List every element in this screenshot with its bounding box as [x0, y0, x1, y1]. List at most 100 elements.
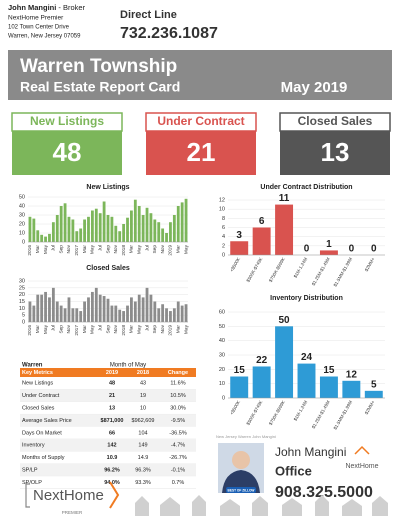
x-tick-label: Jul [144, 325, 150, 331]
bar [153, 301, 157, 322]
x-tick-label: 2017 [74, 325, 80, 336]
y-tick-label: 0 [222, 395, 225, 401]
data-label: 0 [304, 244, 310, 255]
bar [126, 217, 129, 242]
stat-value: 21 [187, 137, 216, 167]
x-tick-label: 2019 [168, 245, 174, 256]
x-tick-label: May [136, 244, 142, 254]
bar [114, 225, 118, 242]
bar [79, 228, 83, 242]
bar [133, 199, 137, 242]
bar [90, 210, 94, 242]
table-period: Month of May [110, 363, 146, 369]
y-tick-label: 10 [19, 230, 25, 236]
data-label: 11 [279, 193, 290, 204]
bar [28, 216, 32, 242]
bar [94, 287, 98, 322]
x-tick-label: Sep [58, 245, 64, 254]
house [252, 496, 268, 516]
chart-title: Closed Sales [86, 265, 130, 272]
table-cell: 30.0% [170, 405, 186, 411]
address: Warren, New Jersey 07059 [8, 34, 81, 40]
stat-value: 13 [321, 137, 350, 167]
data-label: 22 [256, 355, 268, 366]
bar [110, 305, 114, 322]
bar [51, 287, 55, 322]
x-tick-label: $500K-$749K [245, 257, 263, 283]
bar [71, 219, 75, 242]
y-tick-label: 10 [19, 306, 25, 312]
bar [133, 301, 137, 322]
brokerage: NextHome Premier [8, 15, 64, 22]
bar [114, 305, 118, 322]
x-tick-label: Jul [97, 245, 103, 251]
x-tick-label: Sep [152, 245, 158, 254]
bar [252, 227, 271, 255]
bar [169, 222, 172, 242]
x-tick-label: Mar [35, 325, 41, 334]
bar [169, 311, 172, 322]
bar [319, 376, 338, 398]
x-tick-label: Mar [176, 325, 182, 334]
x-tick-label: $500K-$749K [245, 400, 263, 426]
table-cell: 43 [140, 381, 146, 387]
table-cell: 0.7% [172, 480, 185, 486]
x-tick-label: May [43, 324, 49, 334]
banner-town: Warren Township [20, 56, 177, 77]
table-column: 2018 [137, 370, 149, 376]
x-tick-label: Mar [129, 245, 135, 254]
house [192, 495, 206, 516]
table-row [20, 439, 196, 452]
bar [59, 206, 63, 242]
bar [75, 308, 79, 322]
table-column: Change [168, 370, 188, 376]
x-tick-label: Nov [66, 324, 72, 333]
table-row [20, 401, 196, 415]
bar [122, 224, 126, 242]
x-tick-label: Mar [176, 245, 182, 254]
x-tick-label: Jul [51, 245, 57, 251]
bar [71, 308, 75, 322]
house [220, 499, 240, 516]
data-label: 15 [234, 365, 246, 376]
table-column: 2019 [106, 370, 118, 376]
bar [40, 234, 44, 242]
bar [102, 201, 106, 242]
bar [32, 218, 36, 242]
x-tick-label: Mar [82, 245, 88, 254]
small-logo: NextHome [345, 463, 378, 470]
bar [67, 216, 71, 242]
bar [110, 216, 114, 242]
x-tick-label: May [183, 244, 189, 254]
table-cell: Months of Supply [22, 455, 65, 461]
table-cell: 142 [107, 443, 116, 449]
bar [36, 230, 40, 242]
data-label: 24 [301, 352, 313, 363]
table-cell: 13 [109, 405, 115, 411]
bar [165, 308, 168, 322]
table-cell: 14.9 [138, 455, 149, 461]
x-tick-label: May [43, 244, 49, 254]
table-cell: 94.0% [104, 480, 120, 486]
bar [319, 250, 338, 255]
bar [90, 291, 94, 322]
house [372, 496, 388, 516]
bar [32, 305, 36, 322]
data-label: 0 [349, 244, 355, 255]
bar [126, 305, 129, 322]
table-cell: 96.3% [135, 467, 151, 473]
bar [48, 297, 51, 322]
bar [297, 363, 316, 398]
stat-label: New Listings [30, 114, 104, 128]
table-cell: 48 [109, 381, 115, 387]
x-tick-label: Jul [51, 325, 57, 331]
bar [63, 203, 67, 242]
house [135, 496, 149, 516]
x-tick-label: $2MM+ [364, 399, 376, 415]
x-tick-label: Mar [82, 325, 88, 334]
table-cell: Under Contract [22, 393, 60, 399]
bar [176, 206, 180, 242]
x-tick-label: $1.25M-$1.49M [311, 256, 331, 286]
x-tick-label: $1M-1.24M [293, 399, 309, 421]
